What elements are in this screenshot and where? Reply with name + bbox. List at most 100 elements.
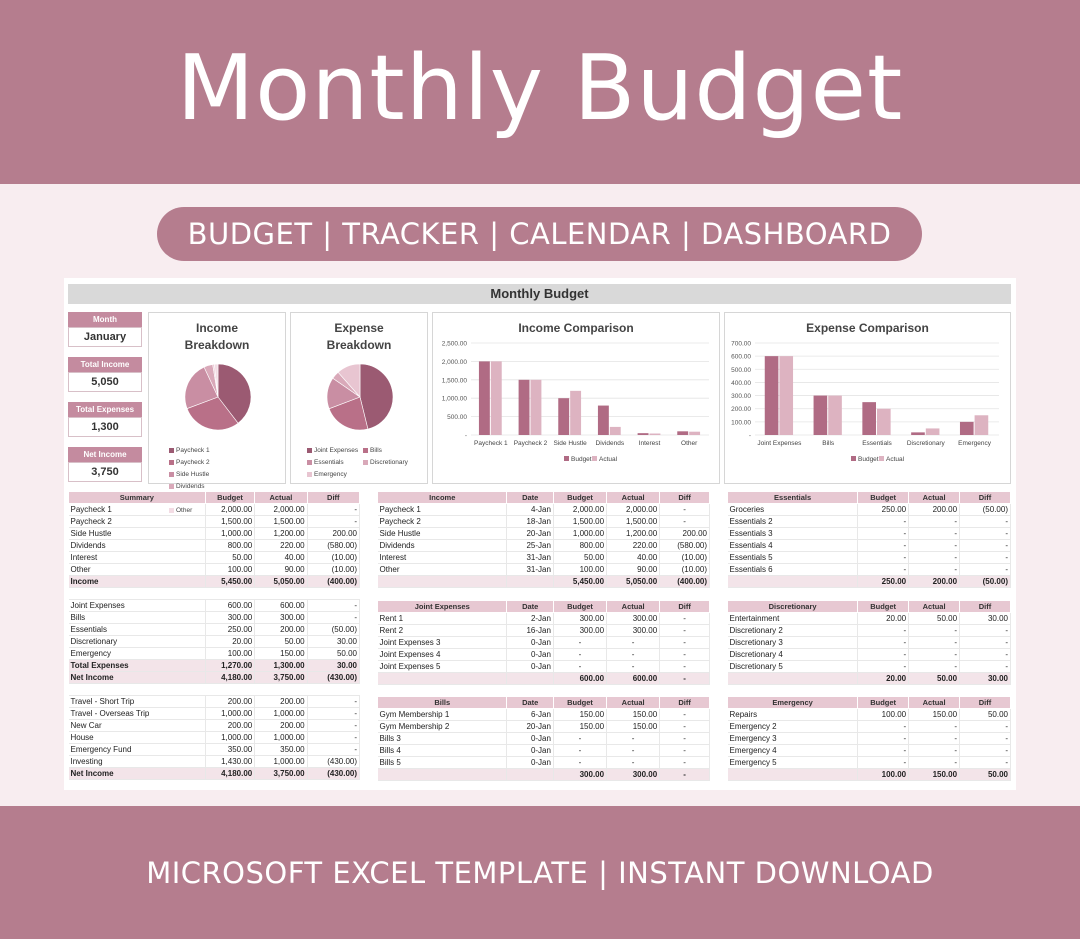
table-cell[interactable]: 1,000.00 bbox=[205, 731, 256, 744]
table-cell[interactable]: 1,000.00 bbox=[205, 527, 256, 540]
table-cell[interactable] bbox=[727, 672, 859, 685]
table-cell[interactable]: Emergency 4 bbox=[727, 744, 859, 757]
table-cell[interactable]: Emergency Fund bbox=[68, 743, 206, 756]
table-cell[interactable]: 100.00 bbox=[857, 768, 910, 781]
kpi-value[interactable]: January bbox=[68, 327, 142, 347]
table-cell[interactable]: 100.00 bbox=[553, 563, 608, 576]
table-cell[interactable]: 0-Jan bbox=[506, 756, 554, 769]
table-cell[interactable]: 300.00 bbox=[606, 612, 661, 625]
table-cell[interactable]: 20.00 bbox=[857, 672, 910, 685]
table-cell[interactable]: 50.00 bbox=[908, 672, 961, 685]
table-cell[interactable]: - bbox=[553, 648, 608, 661]
table-cell[interactable]: - bbox=[553, 636, 608, 649]
table-cell[interactable]: Emergency 3 bbox=[727, 732, 859, 745]
table-cell[interactable]: Discretionary 4 bbox=[727, 648, 859, 661]
table-cell[interactable]: Discretionary 3 bbox=[727, 636, 859, 649]
table-cell[interactable]: 220.00 bbox=[606, 539, 661, 552]
table-cell[interactable]: Joint Expenses bbox=[68, 599, 206, 612]
table-cell[interactable]: 300.00 bbox=[254, 611, 308, 624]
table-cell[interactable]: Interest bbox=[68, 551, 206, 564]
table-cell[interactable]: 150.00 bbox=[606, 708, 661, 721]
table-cell[interactable]: New Car bbox=[68, 719, 206, 732]
table-cell[interactable]: 50.00 bbox=[254, 635, 308, 648]
table-cell[interactable]: - bbox=[659, 672, 710, 685]
table-cell[interactable]: 1,500.00 bbox=[606, 515, 661, 528]
table-cell[interactable]: - bbox=[959, 648, 1011, 661]
table-cell[interactable]: 100.00 bbox=[205, 647, 256, 660]
table-cell[interactable]: 40.00 bbox=[254, 551, 308, 564]
table-cell[interactable]: - bbox=[959, 720, 1011, 733]
table-cell[interactable]: - bbox=[908, 756, 961, 769]
table-cell[interactable]: Bills 4 bbox=[377, 744, 508, 757]
table-cell[interactable]: Essentials bbox=[68, 623, 206, 636]
table-cell[interactable]: - bbox=[857, 551, 910, 564]
table-cell[interactable] bbox=[377, 768, 508, 781]
table-cell[interactable]: 2-Jan bbox=[506, 612, 554, 625]
table-cell[interactable]: Discretionary 5 bbox=[727, 660, 859, 673]
table-cell[interactable]: - bbox=[307, 707, 361, 720]
table-cell[interactable]: 30.00 bbox=[307, 635, 361, 648]
table-cell[interactable]: 20.00 bbox=[205, 635, 256, 648]
table-cell[interactable]: 1,000.00 bbox=[205, 707, 256, 720]
table-cell[interactable]: 20-Jan bbox=[506, 527, 554, 540]
table-cell[interactable]: 600.00 bbox=[205, 599, 256, 612]
table-cell[interactable]: - bbox=[659, 708, 710, 721]
table-cell[interactable]: 150.00 bbox=[553, 720, 608, 733]
table-cell[interactable]: - bbox=[606, 648, 661, 661]
table-cell[interactable]: Income bbox=[68, 575, 206, 588]
table-cell[interactable] bbox=[377, 672, 508, 685]
table-cell[interactable]: 50.00 bbox=[908, 612, 961, 625]
table-cell[interactable]: 0-Jan bbox=[506, 660, 554, 673]
table-cell[interactable]: 600.00 bbox=[254, 599, 308, 612]
table-cell[interactable]: - bbox=[959, 551, 1011, 564]
table-cell[interactable]: - bbox=[959, 636, 1011, 649]
table-cell[interactable]: (50.00) bbox=[307, 623, 361, 636]
table-cell[interactable]: Net Income bbox=[68, 671, 206, 684]
table-cell[interactable]: 6-Jan bbox=[506, 708, 554, 721]
table-cell[interactable]: 4,180.00 bbox=[205, 671, 256, 684]
table-cell[interactable]: Entertainment bbox=[727, 612, 859, 625]
table-cell[interactable]: 5,050.00 bbox=[606, 575, 661, 588]
table-cell[interactable]: 200.00 bbox=[908, 575, 961, 588]
table-cell[interactable]: - bbox=[307, 719, 361, 732]
table-cell[interactable]: 1,200.00 bbox=[254, 527, 308, 540]
table-cell[interactable]: - bbox=[908, 648, 961, 661]
table-cell[interactable]: 31-Jan bbox=[506, 563, 554, 576]
table-cell[interactable]: 300.00 bbox=[205, 611, 256, 624]
table-cell[interactable]: Dividends bbox=[68, 539, 206, 552]
table-cell[interactable]: 5,450.00 bbox=[553, 575, 608, 588]
table-cell[interactable]: - bbox=[908, 720, 961, 733]
table-cell[interactable]: - bbox=[908, 563, 961, 576]
table-cell[interactable]: - bbox=[606, 660, 661, 673]
table-cell[interactable]: - bbox=[857, 660, 910, 673]
table-cell[interactable]: Discretionary bbox=[68, 635, 206, 648]
table-cell[interactable]: 1,000.00 bbox=[254, 755, 308, 768]
table-cell[interactable]: Emergency bbox=[68, 647, 206, 660]
table-cell[interactable]: Emergency 5 bbox=[727, 756, 859, 769]
table-cell[interactable]: (50.00) bbox=[959, 575, 1011, 588]
table-cell[interactable]: 250.00 bbox=[205, 623, 256, 636]
table-cell[interactable]: (580.00) bbox=[659, 539, 710, 552]
table-cell[interactable]: - bbox=[857, 636, 910, 649]
table-cell[interactable]: Travel - Overseas Trip bbox=[68, 707, 206, 720]
table-cell[interactable]: 4,180.00 bbox=[205, 767, 256, 780]
table-cell[interactable]: 1,430.00 bbox=[205, 755, 256, 768]
table-cell[interactable]: Gym Membership 1 bbox=[377, 708, 508, 721]
table-cell[interactable]: Paycheck 1 bbox=[377, 503, 508, 516]
table-cell[interactable]: - bbox=[659, 612, 710, 625]
table-cell[interactable]: - bbox=[553, 660, 608, 673]
table-cell[interactable]: 31-Jan bbox=[506, 551, 554, 564]
table-cell[interactable] bbox=[377, 575, 508, 588]
table-cell[interactable]: 150.00 bbox=[254, 647, 308, 660]
table-cell[interactable]: 300.00 bbox=[553, 768, 608, 781]
table-cell[interactable]: 90.00 bbox=[606, 563, 661, 576]
table-cell[interactable]: 200.00 bbox=[307, 527, 361, 540]
table-cell[interactable]: Joint Expenses 5 bbox=[377, 660, 508, 673]
table-cell[interactable]: 5,050.00 bbox=[254, 575, 308, 588]
table-cell[interactable]: 1,270.00 bbox=[205, 659, 256, 672]
table-cell[interactable]: - bbox=[959, 563, 1011, 576]
table-cell[interactable]: 300.00 bbox=[553, 624, 608, 637]
table-cell[interactable]: - bbox=[857, 720, 910, 733]
table-cell[interactable]: Dividends bbox=[377, 539, 508, 552]
table-cell[interactable]: - bbox=[857, 744, 910, 757]
